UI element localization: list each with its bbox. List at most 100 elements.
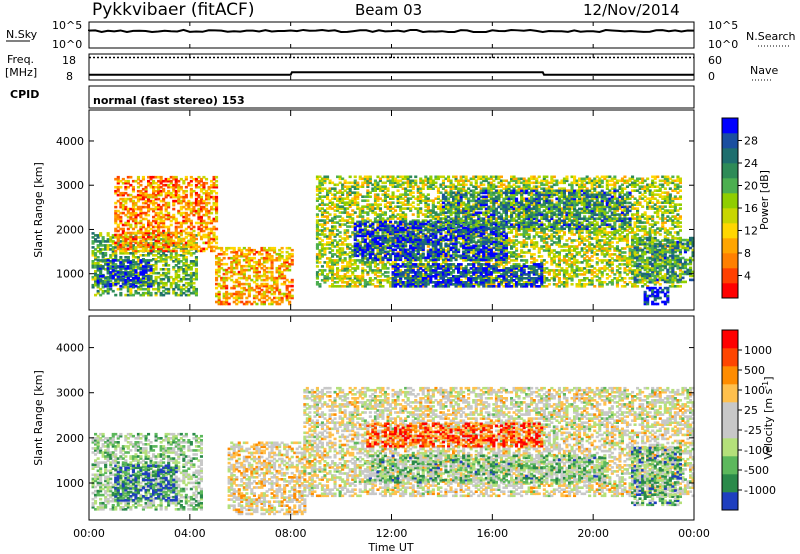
data-cell bbox=[441, 253, 445, 256]
data-cell bbox=[507, 255, 511, 258]
data-cell bbox=[497, 281, 501, 284]
data-cell bbox=[389, 249, 393, 252]
data-cell bbox=[278, 256, 282, 260]
data-cell bbox=[232, 256, 236, 260]
data-cell bbox=[373, 179, 377, 183]
data-cell bbox=[202, 185, 206, 189]
data-cell bbox=[174, 258, 178, 261]
data-cell bbox=[444, 177, 448, 181]
data-cell bbox=[331, 249, 335, 252]
data-cell bbox=[462, 203, 466, 206]
data-cell bbox=[177, 211, 181, 215]
data-cell bbox=[154, 234, 158, 237]
data-cell bbox=[162, 197, 166, 201]
data-cell bbox=[366, 205, 370, 208]
data-cell bbox=[351, 249, 355, 252]
data-cell bbox=[404, 213, 408, 216]
data-cell bbox=[119, 291, 123, 295]
data-cell bbox=[419, 261, 423, 264]
data-cell bbox=[368, 265, 372, 268]
data-cell bbox=[182, 271, 186, 275]
data-cell bbox=[288, 300, 292, 304]
data-cell bbox=[247, 268, 251, 272]
data-cell bbox=[439, 257, 443, 260]
data-cell bbox=[499, 191, 503, 194]
data-cell bbox=[202, 207, 206, 211]
data-cell bbox=[182, 237, 186, 241]
data-cell bbox=[346, 195, 350, 198]
data-cell bbox=[215, 246, 219, 250]
data-cell bbox=[162, 264, 166, 267]
data-cell bbox=[149, 223, 153, 227]
data-cell bbox=[499, 175, 503, 179]
data-cell bbox=[525, 213, 529, 216]
data-cell bbox=[431, 265, 435, 268]
data-cell bbox=[104, 254, 108, 257]
data-cell bbox=[343, 231, 347, 234]
data-cell bbox=[273, 300, 277, 304]
data-cell bbox=[131, 236, 135, 239]
data-cell bbox=[134, 201, 138, 205]
data-cell bbox=[326, 237, 330, 240]
data-cell bbox=[121, 259, 125, 262]
data-cell bbox=[348, 283, 352, 286]
data-cell bbox=[472, 177, 476, 181]
data-cell bbox=[489, 183, 493, 187]
data-cell bbox=[497, 261, 501, 264]
data-cell bbox=[114, 259, 118, 262]
data-cell bbox=[192, 252, 196, 255]
data-cell bbox=[162, 283, 166, 287]
data-cell bbox=[343, 243, 347, 246]
data-cell bbox=[318, 243, 322, 246]
data-cell bbox=[525, 179, 529, 183]
data-cell bbox=[530, 191, 534, 194]
data-cell bbox=[346, 197, 350, 200]
data-cell bbox=[346, 247, 350, 250]
data-cell bbox=[341, 219, 345, 222]
data-cell bbox=[129, 283, 133, 286]
data-cell bbox=[149, 183, 153, 187]
data-cell bbox=[255, 266, 259, 270]
data-cell bbox=[222, 286, 226, 290]
data-cell bbox=[131, 209, 135, 213]
data-cell bbox=[315, 243, 319, 246]
data-cell bbox=[157, 197, 161, 201]
data-cell bbox=[479, 187, 483, 190]
data-cell bbox=[336, 207, 340, 210]
data-cell bbox=[434, 265, 438, 268]
data-cell bbox=[129, 263, 133, 266]
data-cell bbox=[409, 207, 413, 210]
data-cell bbox=[167, 213, 171, 217]
data-cell bbox=[225, 294, 229, 298]
data-cell bbox=[192, 213, 196, 217]
data-cell bbox=[436, 197, 440, 200]
data-cell bbox=[167, 179, 171, 183]
data-cell bbox=[177, 195, 181, 199]
data-cell bbox=[262, 302, 266, 306]
data-cell bbox=[406, 271, 410, 274]
data-cell bbox=[157, 271, 161, 275]
data-cell bbox=[512, 255, 516, 258]
data-cell bbox=[467, 209, 471, 212]
data-cell bbox=[164, 254, 168, 257]
data-cell bbox=[275, 276, 279, 280]
data-cell bbox=[152, 258, 156, 261]
data-cell bbox=[419, 199, 423, 202]
data-cell bbox=[106, 234, 110, 237]
data-cell bbox=[124, 265, 128, 268]
data-cell bbox=[192, 207, 196, 211]
data-cell bbox=[290, 262, 294, 266]
data-cell bbox=[124, 269, 128, 272]
data-cell bbox=[177, 275, 181, 279]
data-cell bbox=[131, 285, 135, 289]
data-cell bbox=[184, 266, 188, 269]
data-cell bbox=[363, 285, 367, 288]
data-cell bbox=[197, 203, 201, 207]
data-cell bbox=[212, 227, 216, 231]
data-cell bbox=[134, 239, 138, 243]
data-cell bbox=[154, 189, 158, 193]
data-cell bbox=[184, 217, 188, 221]
data-cell bbox=[527, 177, 531, 181]
data-cell bbox=[157, 223, 161, 227]
data-cell bbox=[411, 187, 415, 190]
